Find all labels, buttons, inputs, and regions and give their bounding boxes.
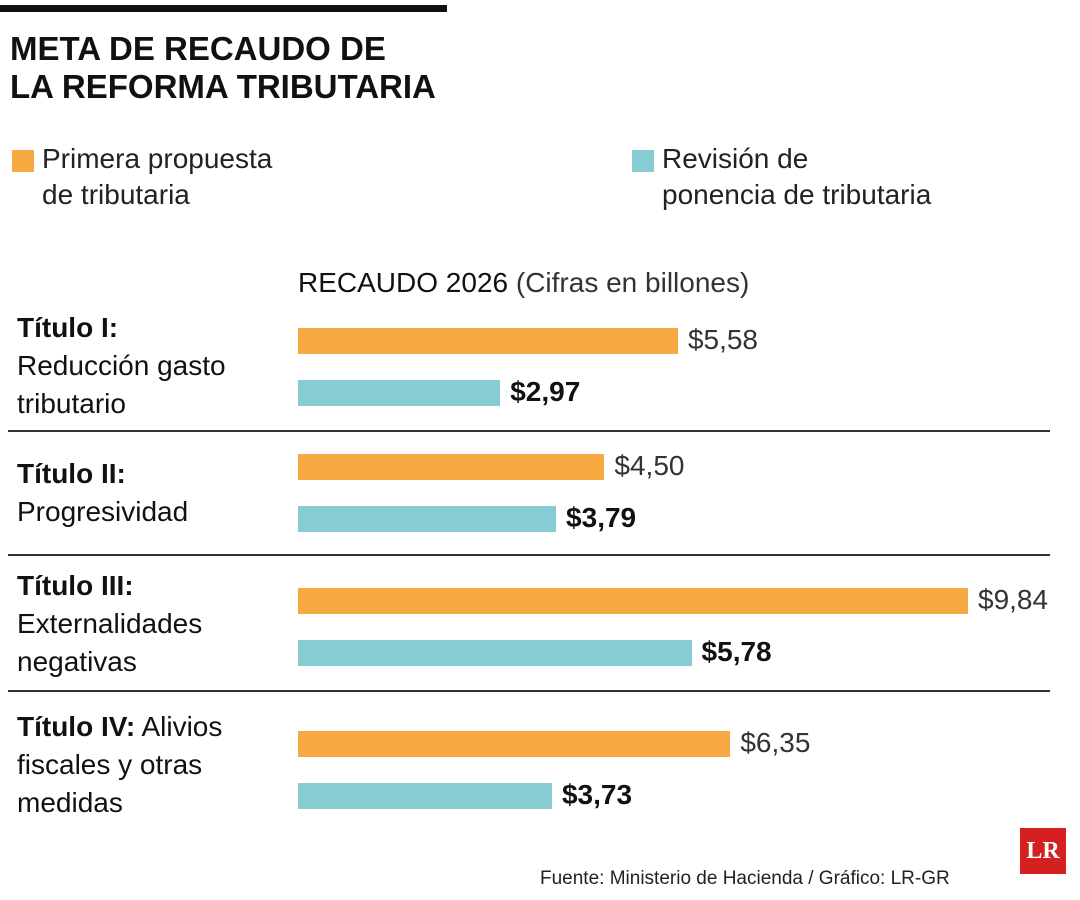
legend-swatch [12,150,34,172]
value-label: $3,79 [566,502,637,533]
value-label: $4,50 [614,450,685,481]
category-label: Título II: Progresividad [17,455,287,531]
bar [298,783,552,809]
chart-title: META DE RECAUDO DE LA REFORMA TRIBUTARIA [10,30,436,105]
separator [8,430,1050,432]
category-description: Externalidades negativas [17,608,203,677]
bar [298,328,678,354]
top-rule [0,5,447,12]
bar [298,380,501,406]
value-label: $5,58 [687,324,759,355]
value-label: $9,84 [978,584,1049,615]
bar [298,588,968,614]
subtitle-note: (Cifras en billones) [515,267,750,298]
category-title: Título II: [17,458,126,489]
bar [298,454,605,480]
category-label: Título I: Reducción gasto tributario [17,309,287,423]
source: Fuente: Ministerio de Hacienda / Gráfico… [540,868,950,889]
legend-label: Revisión de ponencia de tributaria [662,143,932,210]
value-label: $2,97 [510,376,581,407]
value-label: $5,78 [701,636,772,667]
category-title: Título I: [17,312,119,343]
category-description: Alivios fiscales y otras medidas [17,711,223,818]
legend-label: Primera propuesta de tributaria [42,143,273,210]
category-title: Título IV: [17,711,136,742]
value-label: $3,73 [561,779,633,810]
separator [8,690,1050,692]
category-title: Título III: [17,570,134,601]
category-label: Título III: Externalidades negativas [17,567,287,681]
subtitle: RECAUDO 2026 [298,267,509,298]
logo: LR [1020,828,1066,874]
separator [8,554,1050,556]
category-label: Título IV: Alivios fiscales y otras medi… [17,708,287,822]
legend-swatch [632,150,654,172]
bar [298,731,731,757]
category-description: Progresividad [17,496,189,527]
bar [298,506,557,532]
category-description: Reducción gasto tributario [17,350,226,419]
axis-title: RECAUDO 2026 (Cifras en billones) [298,267,749,299]
bar [298,640,692,666]
value-label: $6,35 [740,727,811,758]
